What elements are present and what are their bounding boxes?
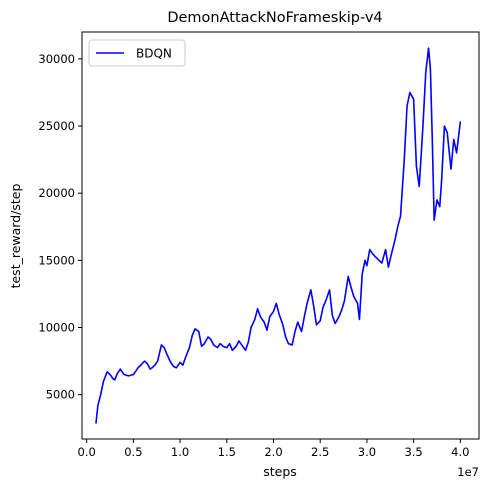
x-tick-label: 0.5	[124, 445, 142, 459]
y-axis-label: test_reward/step	[8, 184, 23, 289]
x-axis-label: steps	[263, 464, 297, 479]
y-axis: 5000 10000 15000 20000 25000 30000	[38, 52, 82, 402]
x-tick-label: 2.5	[311, 445, 329, 459]
x-tick-label: 1.5	[218, 445, 236, 459]
x-tick-label: 3.0	[358, 445, 376, 459]
legend-frame	[88, 39, 186, 67]
x-axis: 0.0 0.5 1.0 1.5 2.0 2.5 3.0 3.5 4.0	[78, 439, 469, 459]
y-tick-label: 30000	[38, 52, 75, 66]
y-tick-label: 10000	[38, 321, 75, 335]
legend-label-bdqn: BDQN	[136, 47, 172, 61]
y-tick-label: 25000	[38, 119, 75, 133]
plot-frame	[81, 31, 480, 440]
legend: BDQN	[88, 39, 186, 67]
x-tick-label: 4.0	[451, 445, 469, 459]
x-tick-label: 1.0	[171, 445, 189, 459]
y-tick-label: 20000	[38, 186, 75, 200]
x-tick-label: 0.0	[78, 445, 96, 459]
chart-title: DemonAttackNoFrameskip-v4	[167, 10, 382, 26]
y-tick-label: 15000	[38, 253, 75, 267]
x-axis-offset-label: 1e7	[457, 465, 479, 479]
series-line-bdqn	[95, 47, 462, 424]
y-tick-label: 5000	[46, 388, 75, 402]
x-tick-label: 2.0	[264, 445, 282, 459]
x-tick-label: 3.5	[404, 445, 422, 459]
